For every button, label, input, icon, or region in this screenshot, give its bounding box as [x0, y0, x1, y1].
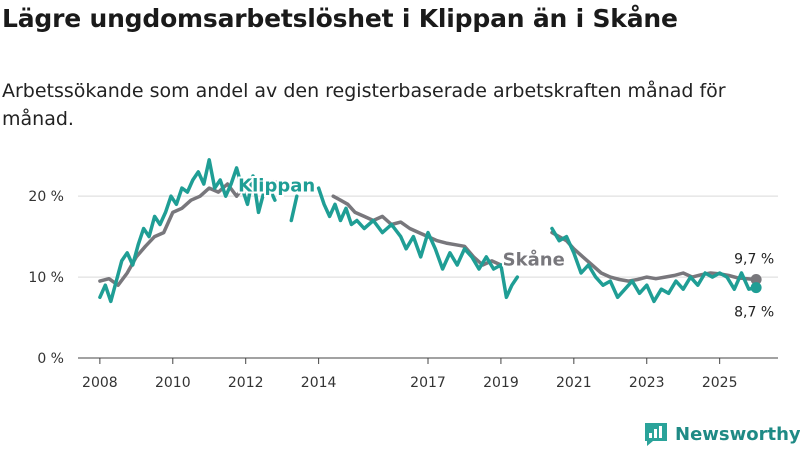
x-tick-label: 2008 [82, 375, 118, 391]
newsworthy-logo-icon [645, 423, 667, 446]
x-tick-label: 2023 [629, 375, 665, 391]
series-endpoint-klippan [750, 282, 762, 294]
series-label-klippan: Klippan [238, 176, 315, 197]
chart-subtitle: Arbetssökande som andel av den registerb… [2, 80, 726, 130]
newsworthy-logo-text: Newsworthy [675, 423, 800, 445]
x-tick-label: 2021 [556, 375, 592, 391]
x-tick-label: 2010 [155, 375, 191, 391]
series-line-klippan [98, 158, 758, 304]
y-tick-label: 10 % [28, 270, 64, 286]
end-value-label-klippan: 8,7 % [734, 305, 774, 321]
x-tick-label: 2019 [483, 375, 519, 391]
y-tick-label: 0 % [37, 351, 64, 367]
chart-title: Lägre ungdomsarbetslöshet i Klippan än i… [2, 4, 678, 33]
newsworthy-logo[interactable]: Newsworthy [643, 420, 800, 448]
series-endpoint-sk-ne [750, 274, 762, 286]
x-tick-label: 2012 [228, 375, 264, 391]
end-value-label-sk-ne: 9,7 % [734, 252, 774, 268]
y-tick-label: 20 % [28, 189, 64, 205]
x-tick-label: 2017 [410, 375, 446, 391]
series-label-sk-ne: Skåne [503, 248, 565, 270]
x-tick-label: 2014 [301, 375, 337, 391]
x-tick-label: 2025 [702, 375, 738, 391]
